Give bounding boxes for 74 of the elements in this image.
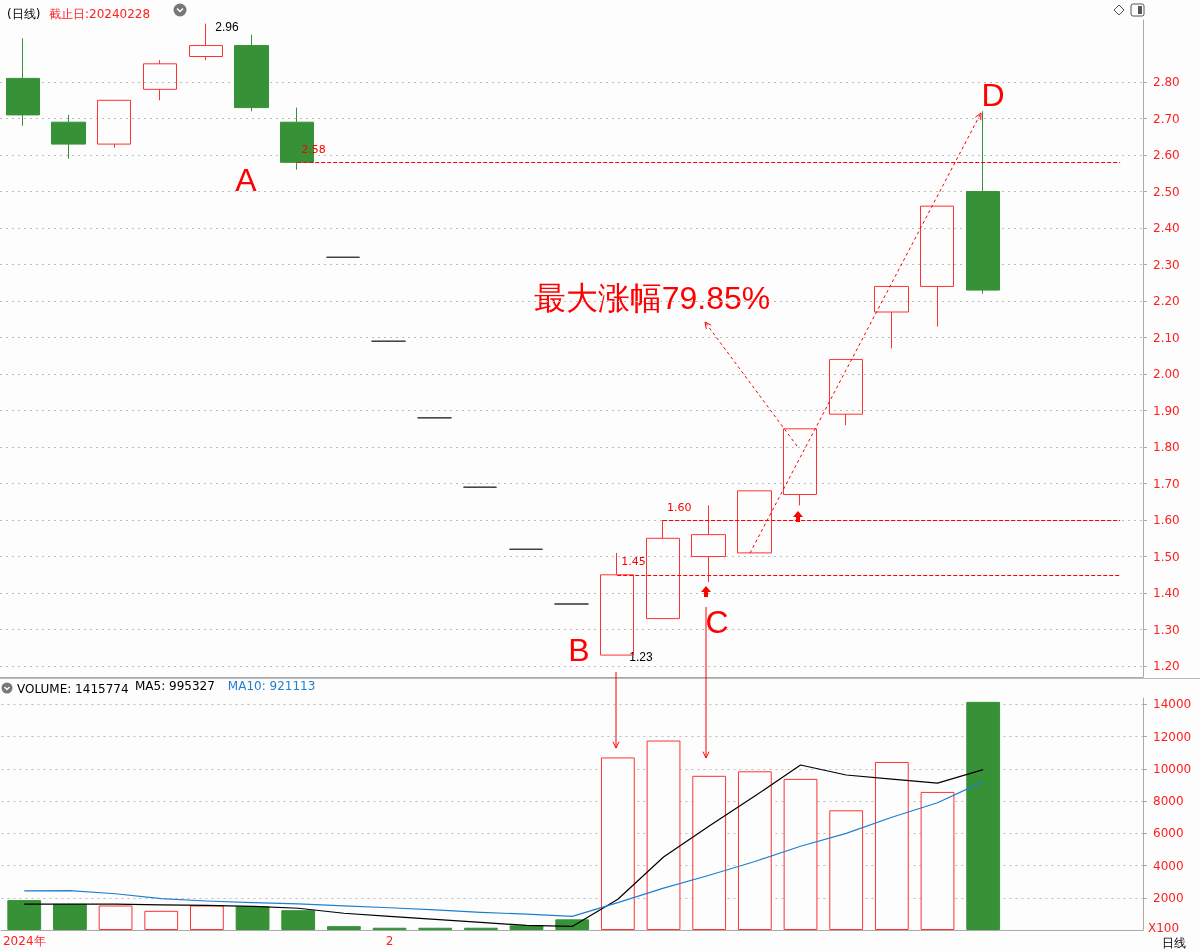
annotation: D: [981, 77, 1005, 113]
y-tick-label: 2.00: [1153, 367, 1180, 382]
bar: [874, 761, 909, 930]
ref-line-label: 1.60: [666, 500, 692, 514]
candlestick: [737, 490, 772, 554]
chart-title: (日线): [7, 7, 41, 21]
y-tick-label: 14000: [1153, 697, 1192, 712]
annotation: 1.23: [629, 650, 653, 664]
y-tick-label: 6000: [1153, 826, 1184, 841]
annotation: C: [705, 604, 729, 640]
candlestick: [691, 504, 726, 583]
bar: [646, 740, 681, 930]
candlestick: [234, 34, 269, 112]
y-tick-label: 1.70: [1153, 476, 1180, 491]
bar: [235, 906, 270, 930]
candlestick: [783, 428, 817, 506]
text: VOLUME: 1415774: [17, 682, 129, 696]
bar: [920, 791, 955, 930]
bar: [783, 778, 818, 930]
y-tick-label: 2.40: [1153, 221, 1180, 236]
bar: [509, 925, 544, 930]
text: MA10: 921113: [227, 679, 316, 693]
bar: [190, 905, 224, 930]
line-series: [23, 781, 984, 917]
text: MA5: 995327: [135, 679, 215, 693]
bar: [692, 775, 727, 930]
annotation: 2.96: [215, 20, 239, 34]
y-tick-label: 1.50: [1153, 549, 1180, 564]
y-tick-label: 1.30: [1153, 622, 1180, 637]
y-tick-label: 1.60: [1153, 513, 1180, 528]
bar: [326, 926, 361, 930]
x-tick-label: 2024年: [2, 934, 46, 948]
text: 日线: [1162, 936, 1186, 950]
y-tick-label: 2.80: [1153, 75, 1180, 90]
y-tick-label: 2.50: [1153, 184, 1180, 199]
candlestick: [920, 205, 954, 328]
line-series: [23, 764, 984, 928]
y-tick-label: 8000: [1153, 794, 1184, 809]
y-tick-label: 12000: [1153, 729, 1192, 744]
bar: [98, 905, 133, 930]
x-tick-label: 2: [385, 934, 394, 948]
y-tick-label: 1.20: [1153, 659, 1180, 674]
y-tick-label: 2000: [1153, 890, 1184, 905]
annotation: 最大涨幅79.85%: [533, 280, 771, 316]
y-tick-label: 1.40: [1153, 586, 1180, 601]
bar: [966, 701, 1001, 930]
chart-subtitle: 截止日:20240228: [49, 7, 151, 21]
bar: [281, 910, 316, 930]
y-tick-label: 2.20: [1153, 294, 1180, 309]
y-tick-label: 2.30: [1153, 257, 1180, 272]
candlestick: [646, 519, 680, 620]
text: X100: [1148, 921, 1180, 935]
bar: [600, 757, 635, 930]
annotation: A: [235, 162, 258, 198]
bar: [144, 910, 179, 930]
y-tick-label: 1.80: [1153, 440, 1180, 455]
ref-line-label: 1.45: [621, 555, 646, 569]
y-tick-label: 4000: [1153, 858, 1184, 873]
y-tick-label: 2.10: [1153, 330, 1180, 345]
bar: [829, 810, 864, 930]
candlestick: [143, 59, 177, 101]
bar: [737, 771, 772, 930]
candlestick: [51, 114, 86, 160]
bar: [53, 903, 87, 930]
y-tick-label: 2.60: [1153, 148, 1180, 163]
candlestick: [874, 285, 909, 349]
y-tick-label: 2.70: [1153, 111, 1180, 126]
y-tick-label: 10000: [1153, 761, 1192, 776]
candlestick: [97, 99, 131, 149]
bar: [7, 900, 42, 930]
candlestick: [6, 37, 40, 127]
annotation: B: [568, 632, 590, 668]
candlestick: [829, 358, 863, 426]
y-tick-label: 1.90: [1153, 403, 1180, 418]
